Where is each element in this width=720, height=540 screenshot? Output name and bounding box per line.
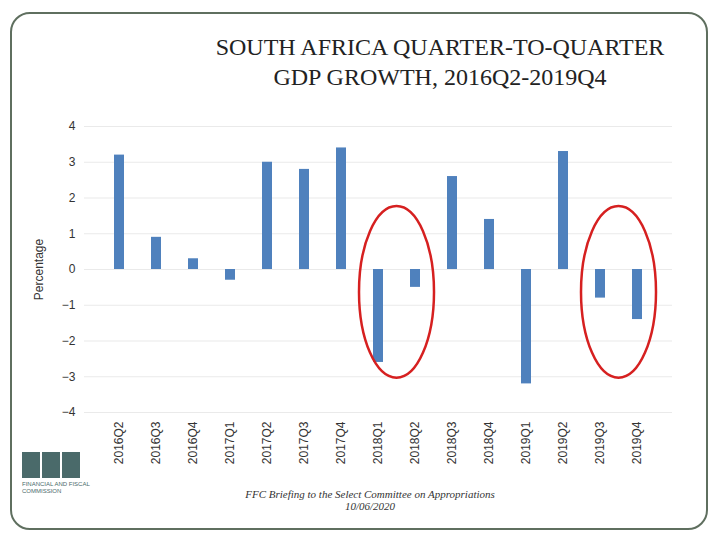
svg-text:0: 0	[69, 262, 76, 276]
svg-text:2019Q4: 2019Q4	[630, 421, 644, 464]
svg-text:1: 1	[69, 227, 76, 241]
svg-text:2017Q4: 2017Q4	[334, 421, 348, 464]
svg-text:2018Q3: 2018Q3	[445, 421, 459, 464]
svg-text:2018Q2: 2018Q2	[408, 421, 422, 464]
svg-text:2018Q1: 2018Q1	[371, 421, 385, 464]
svg-text:2017Q2: 2017Q2	[260, 421, 274, 464]
svg-text:2016Q4: 2016Q4	[186, 421, 200, 464]
svg-text:−1: −1	[62, 298, 76, 312]
svg-text:2017Q1: 2017Q1	[223, 421, 237, 464]
svg-text:−2: −2	[62, 334, 76, 348]
svg-text:2019Q1: 2019Q1	[519, 421, 533, 464]
svg-text:2: 2	[69, 191, 76, 205]
svg-text:−3: −3	[62, 370, 76, 384]
svg-text:2016Q3: 2016Q3	[149, 421, 163, 464]
svg-text:2017Q3: 2017Q3	[297, 421, 311, 464]
svg-text:−4: −4	[62, 405, 76, 419]
svg-text:2019Q2: 2019Q2	[556, 421, 570, 464]
svg-text:2018Q4: 2018Q4	[482, 421, 496, 464]
svg-text:4: 4	[69, 119, 76, 133]
svg-text:Percentage: Percentage	[32, 238, 46, 300]
html-text:FINANCIAL AND FISCAL COMMISSIO: FINANCIAL AND FISCAL COMMISSION	[22, 481, 90, 494]
svg-text:2019Q3: 2019Q3	[593, 421, 607, 464]
html-text:FFC Briefing to the Select Com: FFC Briefing to the Select Committee on …	[245, 488, 495, 512]
svg-text:2016Q2: 2016Q2	[112, 421, 126, 464]
html-text:SOUTH AFRICA QUARTER-TO-QUARTE: SOUTH AFRICA QUARTER-TO-QUARTER GDP GROW…	[215, 34, 665, 90]
svg-text:3: 3	[69, 155, 76, 169]
